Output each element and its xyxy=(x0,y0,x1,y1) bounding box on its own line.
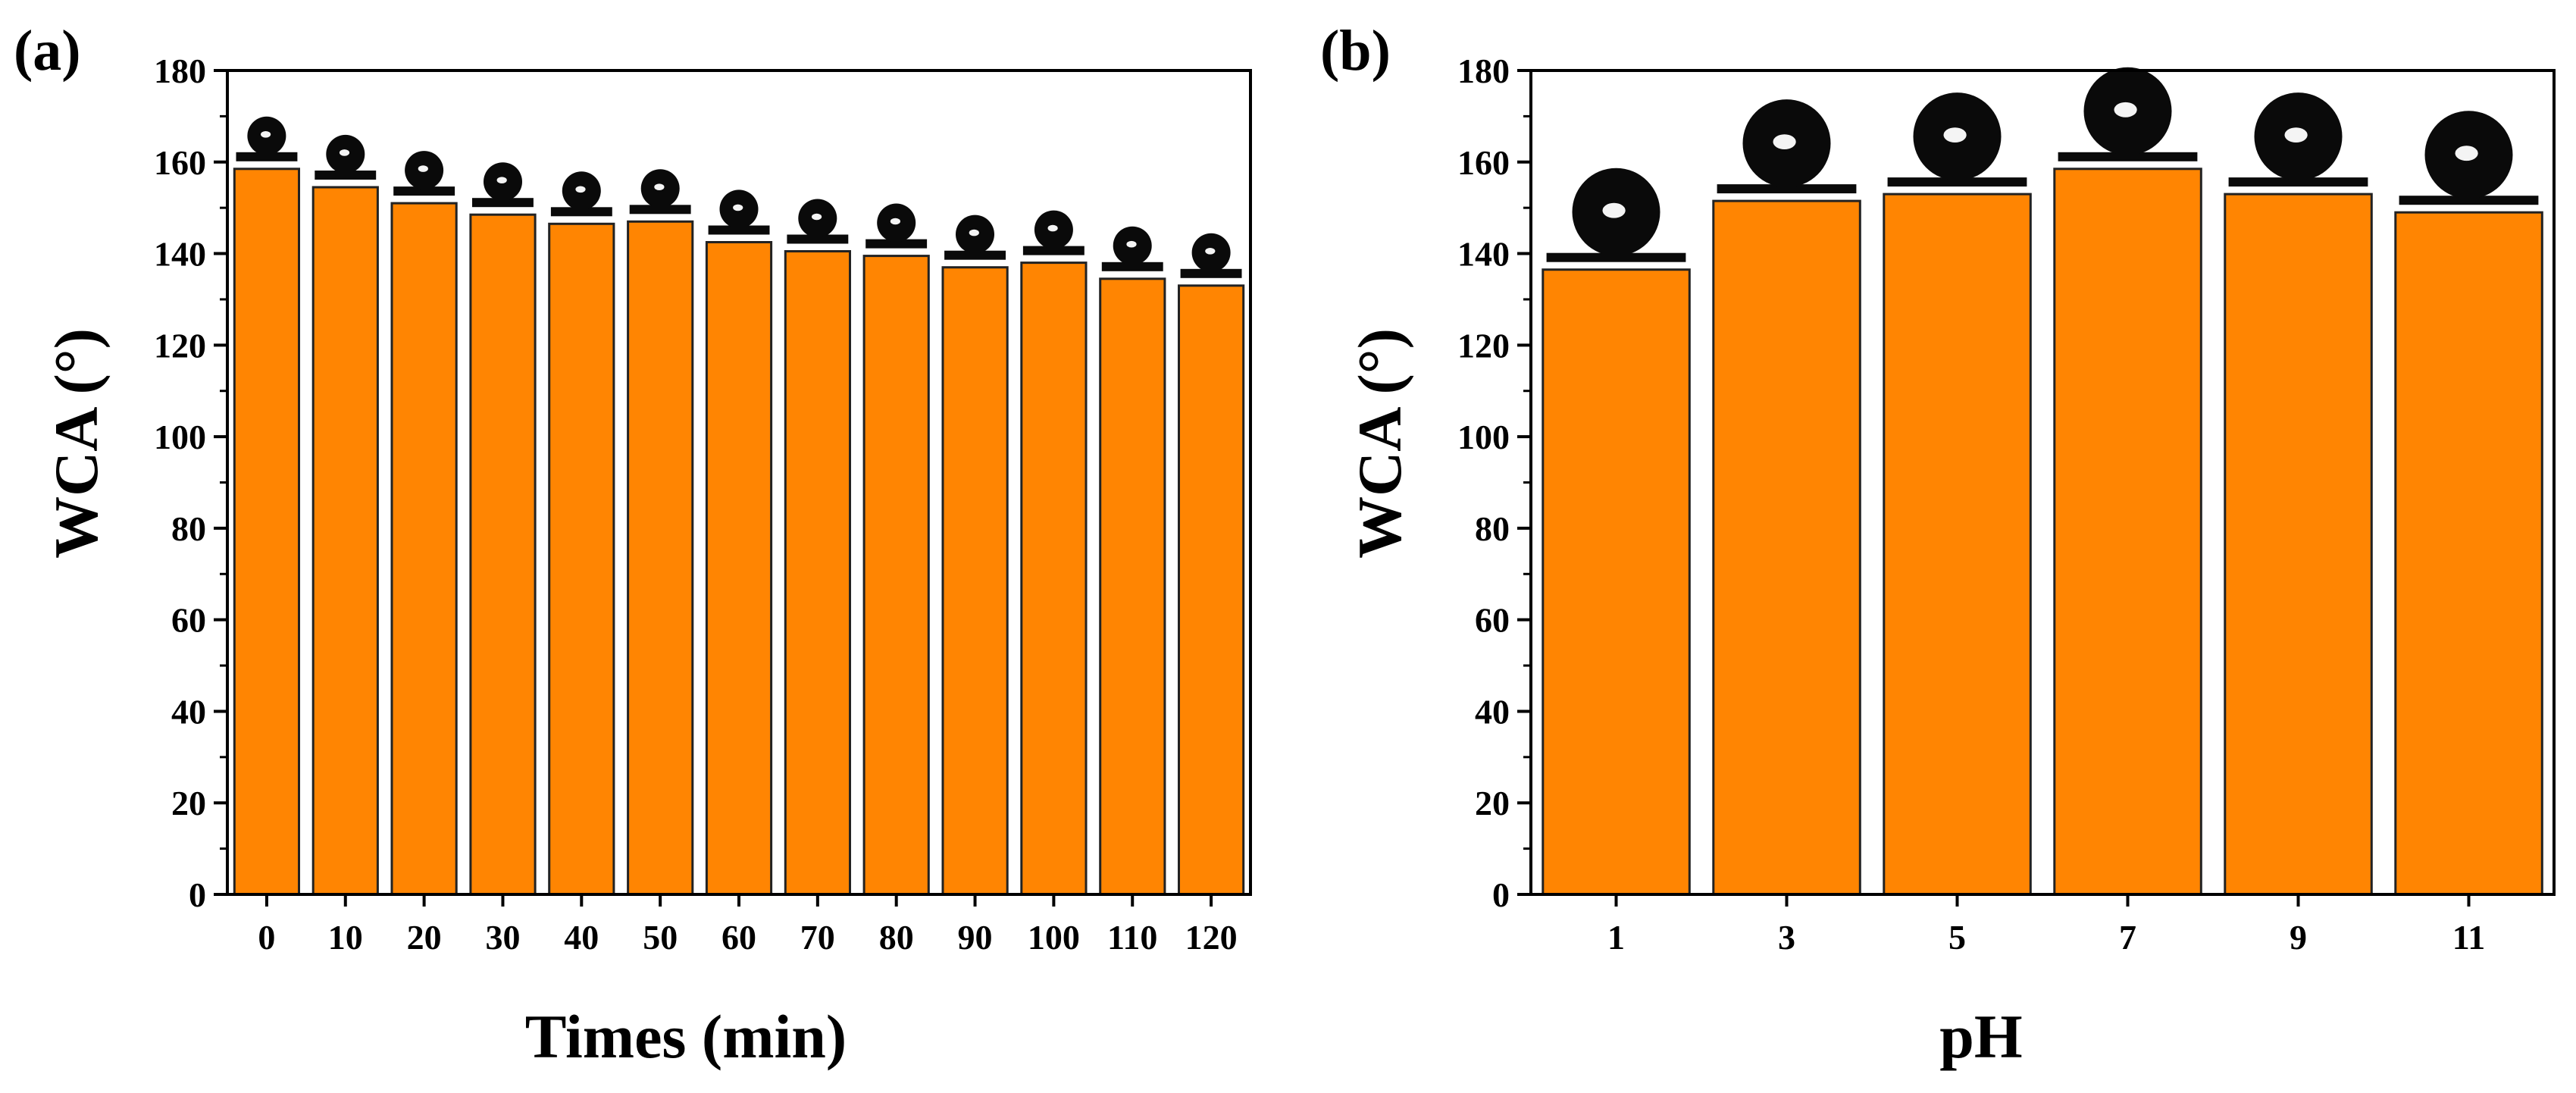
y-tick-label: 60 xyxy=(171,601,206,640)
y-tick-label: 160 xyxy=(1457,143,1510,182)
x-axis-label-b: pH xyxy=(1939,1002,2022,1071)
y-tick-label: 180 xyxy=(1457,52,1510,90)
y-tick-label: 60 xyxy=(1475,601,1510,640)
x-tick-label: 70 xyxy=(800,918,835,957)
y-tick-label: 100 xyxy=(1457,418,1510,456)
droplet-image-3 xyxy=(1717,99,1857,194)
y-tick-label: 40 xyxy=(1475,692,1510,731)
y-tick-label: 80 xyxy=(1475,509,1510,548)
x-tick-label: 10 xyxy=(328,918,363,957)
droplet-image-50 xyxy=(629,169,691,215)
bar-60 xyxy=(705,241,773,896)
droplet-image-7 xyxy=(2058,67,2198,161)
x-tick-label: 50 xyxy=(643,918,678,957)
bar-120 xyxy=(1178,284,1245,896)
y-tick-label: 100 xyxy=(154,418,206,456)
droplet-image-10 xyxy=(315,134,377,180)
x-tick-label: 7 xyxy=(2119,918,2136,957)
chart-panel-a: (a) WCA (°) Times (min) 0 10 20 30 40 50 60 70 8… xyxy=(14,19,1252,1071)
bar-1 xyxy=(1542,268,1691,896)
x-tick-label: 40 xyxy=(564,918,599,957)
droplet-image-0 xyxy=(236,116,298,161)
x-tick-label: 11 xyxy=(2452,918,2485,957)
droplet-image-20 xyxy=(393,151,455,196)
x-tick-label: 1 xyxy=(1607,918,1625,957)
bar-20 xyxy=(390,202,458,896)
chart-panel-b: (b) WCA (°) pH 1 3 5 7 9 11 0 20 40 60 80 100 120 140… xyxy=(1320,19,2556,1071)
droplet-image-110 xyxy=(1101,226,1163,271)
x-tick-label: 20 xyxy=(407,918,442,957)
y-tick-label: 120 xyxy=(154,326,206,365)
y-axis-label-a: WCA (°) xyxy=(42,328,111,559)
droplet-image-70 xyxy=(787,199,849,244)
y-tick-label: 120 xyxy=(1457,326,1510,365)
droplet-image-60 xyxy=(708,189,770,235)
x-tick-label: 30 xyxy=(486,918,521,957)
bar-5 xyxy=(1883,193,2032,896)
x-tick-label: 80 xyxy=(879,918,914,957)
y-tick-label: 0 xyxy=(189,875,206,914)
y-tick-label: 20 xyxy=(1475,784,1510,822)
x-tick-label: 110 xyxy=(1107,918,1157,957)
x-tick-label: 60 xyxy=(721,918,756,957)
x-tick-label: 3 xyxy=(1778,918,1795,957)
droplet-image-30 xyxy=(472,162,534,208)
x-tick-label: 9 xyxy=(2290,918,2307,957)
bar-10 xyxy=(311,186,379,896)
droplet-image-90 xyxy=(944,215,1006,260)
panel-label-a: (a) xyxy=(14,19,81,83)
bar-90 xyxy=(941,266,1009,896)
droplet-image-1 xyxy=(1546,168,1686,262)
y-tick-label: 0 xyxy=(1492,875,1510,914)
axes-frame xyxy=(226,69,1252,896)
panel-label-b: (b) xyxy=(1320,19,1391,83)
plot-area-a: 0 10 20 30 40 50 60 70 80 90 100 110 120 0 20 40 60 80 100… xyxy=(154,52,1252,957)
droplet-image-9 xyxy=(2228,92,2368,187)
bar-80 xyxy=(862,255,930,896)
y-tick-label: 80 xyxy=(171,509,206,548)
droplet-image-40 xyxy=(550,171,612,217)
x-tick-label: 5 xyxy=(1948,918,1966,957)
x-tick-label: 0 xyxy=(258,918,275,957)
droplet-image-11 xyxy=(2399,111,2539,205)
droplet-image-100 xyxy=(1022,210,1085,255)
bar-11 xyxy=(2394,211,2543,896)
axes-frame xyxy=(1529,69,2556,896)
bar-9 xyxy=(2224,193,2373,896)
x-tick-label: 100 xyxy=(1028,918,1080,957)
x-tick-label: 120 xyxy=(1185,918,1238,957)
plot-area-b: 1 3 5 7 9 11 0 20 40 60 80 100 120 140 160 180 xyxy=(1457,52,2556,957)
y-tick-label: 140 xyxy=(1457,235,1510,274)
bar-0 xyxy=(233,168,300,896)
y-tick-label: 180 xyxy=(154,52,206,90)
bar-7 xyxy=(2053,168,2202,896)
y-tick-label: 20 xyxy=(171,784,206,822)
bar-30 xyxy=(469,213,537,896)
droplet-image-120 xyxy=(1180,233,1242,278)
x-tick-label: 90 xyxy=(958,918,993,957)
bar-40 xyxy=(548,222,615,896)
y-tick-label: 160 xyxy=(154,143,206,182)
droplet-image-5 xyxy=(1887,92,2027,187)
y-tick-label: 140 xyxy=(154,235,206,274)
bar-110 xyxy=(1099,277,1166,896)
bar-100 xyxy=(1020,262,1088,896)
x-axis-label-a: Times (min) xyxy=(525,1002,847,1071)
bar-3 xyxy=(1712,199,1861,896)
droplet-image-80 xyxy=(865,203,928,249)
bar-70 xyxy=(784,250,852,896)
bar-50 xyxy=(627,220,694,896)
y-axis-label-b: WCA (°) xyxy=(1345,328,1414,559)
y-tick-label: 40 xyxy=(171,692,206,731)
